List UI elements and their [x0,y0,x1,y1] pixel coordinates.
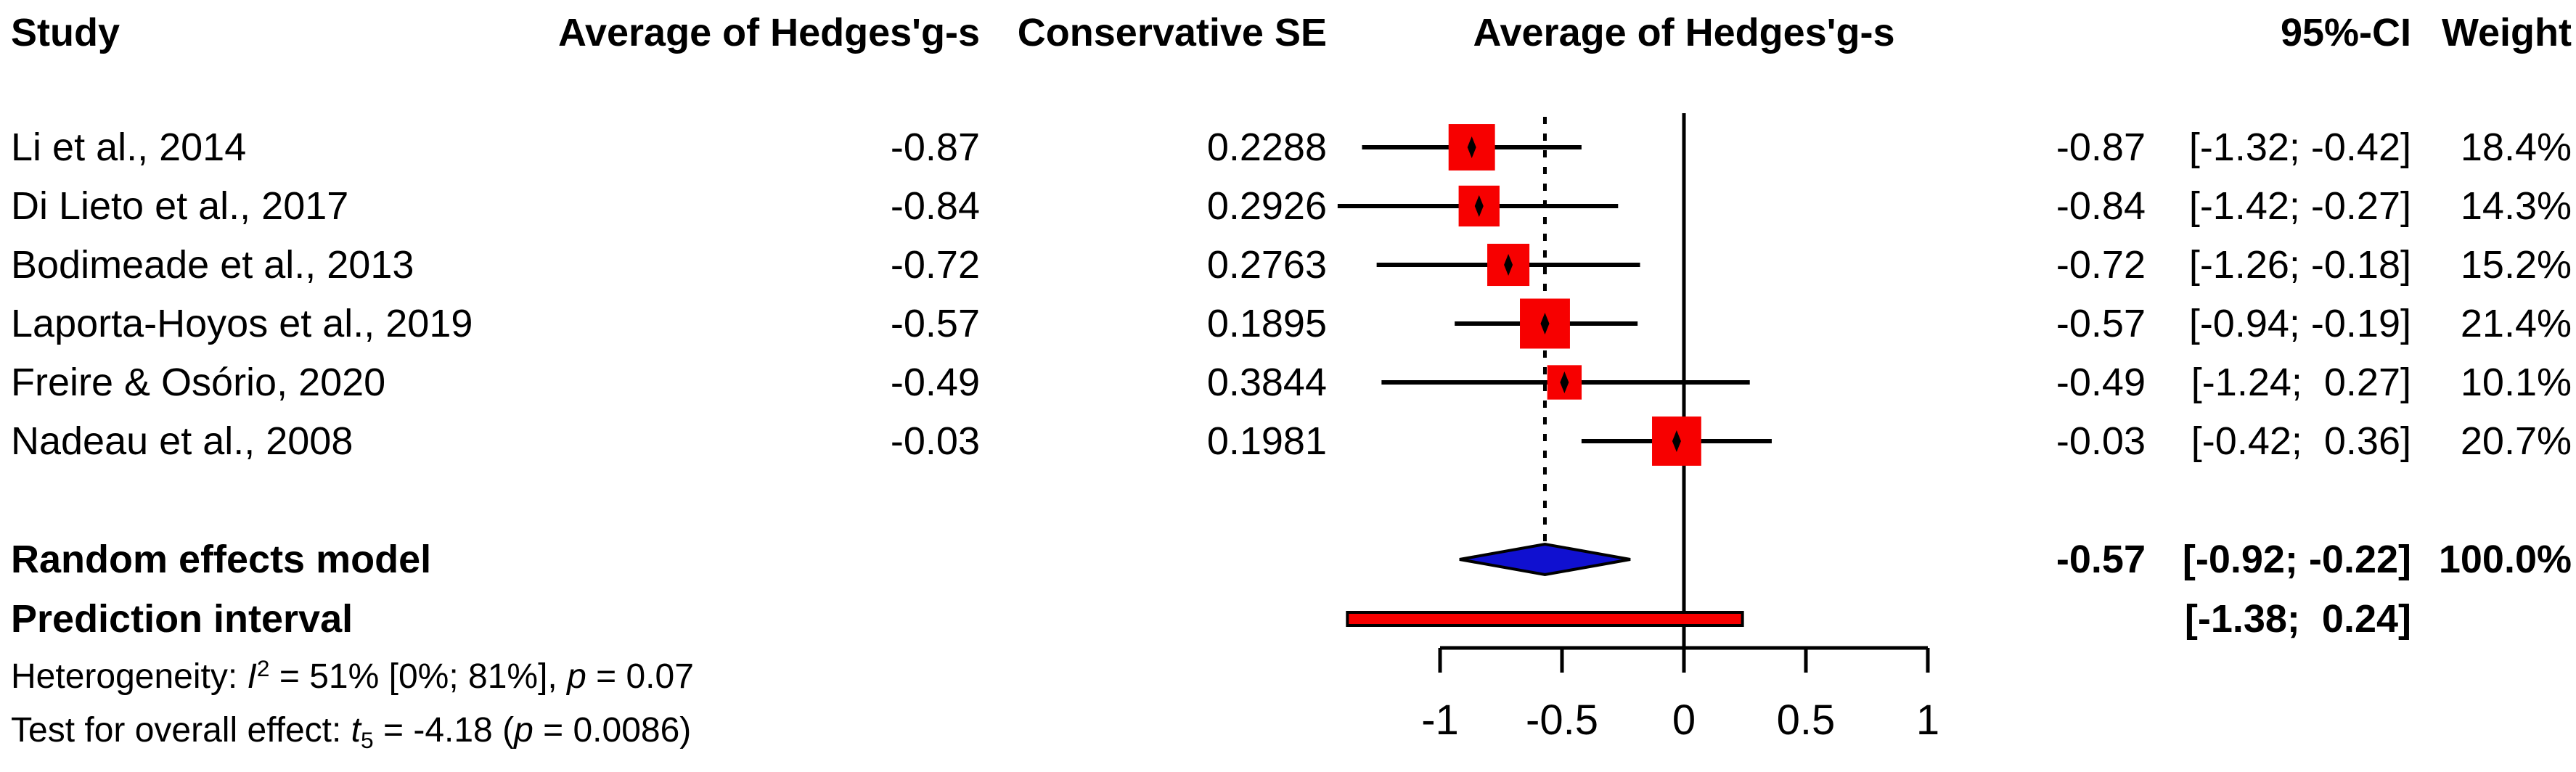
study-effect-value: -0.57 [890,302,980,345]
prediction-interval-bar [1346,611,1744,627]
study-weight: 10.1% [2460,361,2572,404]
study-effect-value: -0.49 [890,361,980,404]
study-ci: [-1.42; -0.27] [2188,184,2411,228]
study-effect-value-right: -0.49 [2056,361,2146,404]
study-ci: [-1.32; -0.42] [2188,126,2411,169]
study-name: Freire & Osório, 2020 [11,361,386,404]
het-i-exponent: 2 [256,655,270,682]
x-axis-tick-label: -1 [1421,697,1459,744]
prediction-interval-label: Prediction interval [11,597,353,641]
x-axis-tick-label: 0.5 [1777,697,1836,744]
study-point-marker [1474,195,1484,217]
test-t-symbol: t [351,711,361,750]
column-header-study: Study [11,11,120,54]
column-header-effect: Average of Hedges'g-s [557,11,980,54]
het-prefix: Heterogeneity: [11,657,248,696]
x-axis-tick-label: 0 [1672,697,1696,744]
study-name: Nadeau et al., 2008 [11,419,353,463]
column-header-se: Conservative SE [1017,11,1327,54]
study-ci: [-0.42; 0.36] [2191,419,2411,463]
study-point-marker [1672,430,1681,452]
study-effect-value-right: -0.57 [2056,302,2146,345]
study-effect-value: -0.72 [890,243,980,287]
study-point-marker [1467,136,1476,158]
column-header-plot: Average of Hedges'g-s [1473,11,1895,54]
study-weight: 14.3% [2460,184,2572,228]
study-se-value: 0.3844 [1206,361,1327,404]
study-point-marker [1540,313,1550,334]
study-effect-value: -0.87 [890,126,980,169]
study-ci: [-1.24; 0.27] [2191,361,2411,404]
study-weight: 20.7% [2460,419,2572,463]
x-axis-tick-label: 1 [1916,697,1939,744]
study-point-marker [1504,254,1513,276]
het-values: = 51% [0%; 81%], [269,657,568,696]
study-weight: 18.4% [2460,126,2572,169]
het-p-symbol: p [567,657,586,696]
overall-test-note: Test for overall effect: t5 = -4.18 (p =… [11,711,692,752]
study-effect-value-right: -0.72 [2056,243,2146,287]
prediction-interval-ci: [-1.38; 0.24] [2184,597,2411,641]
study-se-value: 0.2288 [1206,126,1327,169]
study-ci: [-0.94; -0.19] [2188,302,2411,345]
heterogeneity-note: Heterogeneity: I2 = 51% [0%; 81%], p = 0… [11,657,694,696]
test-p-symbol: p [514,711,533,750]
study-se-value: 0.1895 [1206,302,1327,345]
study-point-marker [1560,371,1569,393]
test-t-df: 5 [361,726,374,753]
study-name: Di Lieto et al., 2017 [11,184,349,228]
study-effect-value-right: -0.87 [2056,126,2146,169]
study-effect-value: -0.84 [890,184,980,228]
study-effect-value: -0.03 [890,419,980,463]
study-name: Li et al., 2014 [11,126,247,169]
study-effect-value-right: -0.03 [2056,419,2146,463]
study-name: Laporta-Hoyos et al., 2019 [11,302,473,345]
het-p-value: = 0.07 [586,657,694,696]
pooled-diamond [1459,542,1631,577]
random-effects-ci: [-0.92; -0.22] [2182,538,2411,581]
test-p-value: = 0.0086) [533,711,692,750]
test-value: = -4.18 ( [373,711,515,750]
column-header-weight: Weight [2442,11,2572,54]
test-prefix: Test for overall effect: [11,711,351,750]
random-effects-label: Random effects model [11,538,432,581]
random-effects-effect: -0.57 [2056,538,2146,581]
column-header-ci: 95%-CI [2280,11,2411,54]
study-weight: 21.4% [2460,302,2572,345]
study-name: Bodimeade et al., 2013 [11,243,414,287]
study-se-value: 0.2763 [1206,243,1327,287]
study-weight: 15.2% [2460,243,2572,287]
study-se-value: 0.1981 [1206,419,1327,463]
study-se-value: 0.2926 [1206,184,1327,228]
het-i-symbol: I [247,657,257,696]
study-ci: [-1.26; -0.18] [2188,243,2411,287]
x-axis-tick-label: -0.5 [1526,697,1598,744]
study-effect-value-right: -0.84 [2056,184,2146,228]
random-effects-weight: 100.0% [2438,538,2572,581]
